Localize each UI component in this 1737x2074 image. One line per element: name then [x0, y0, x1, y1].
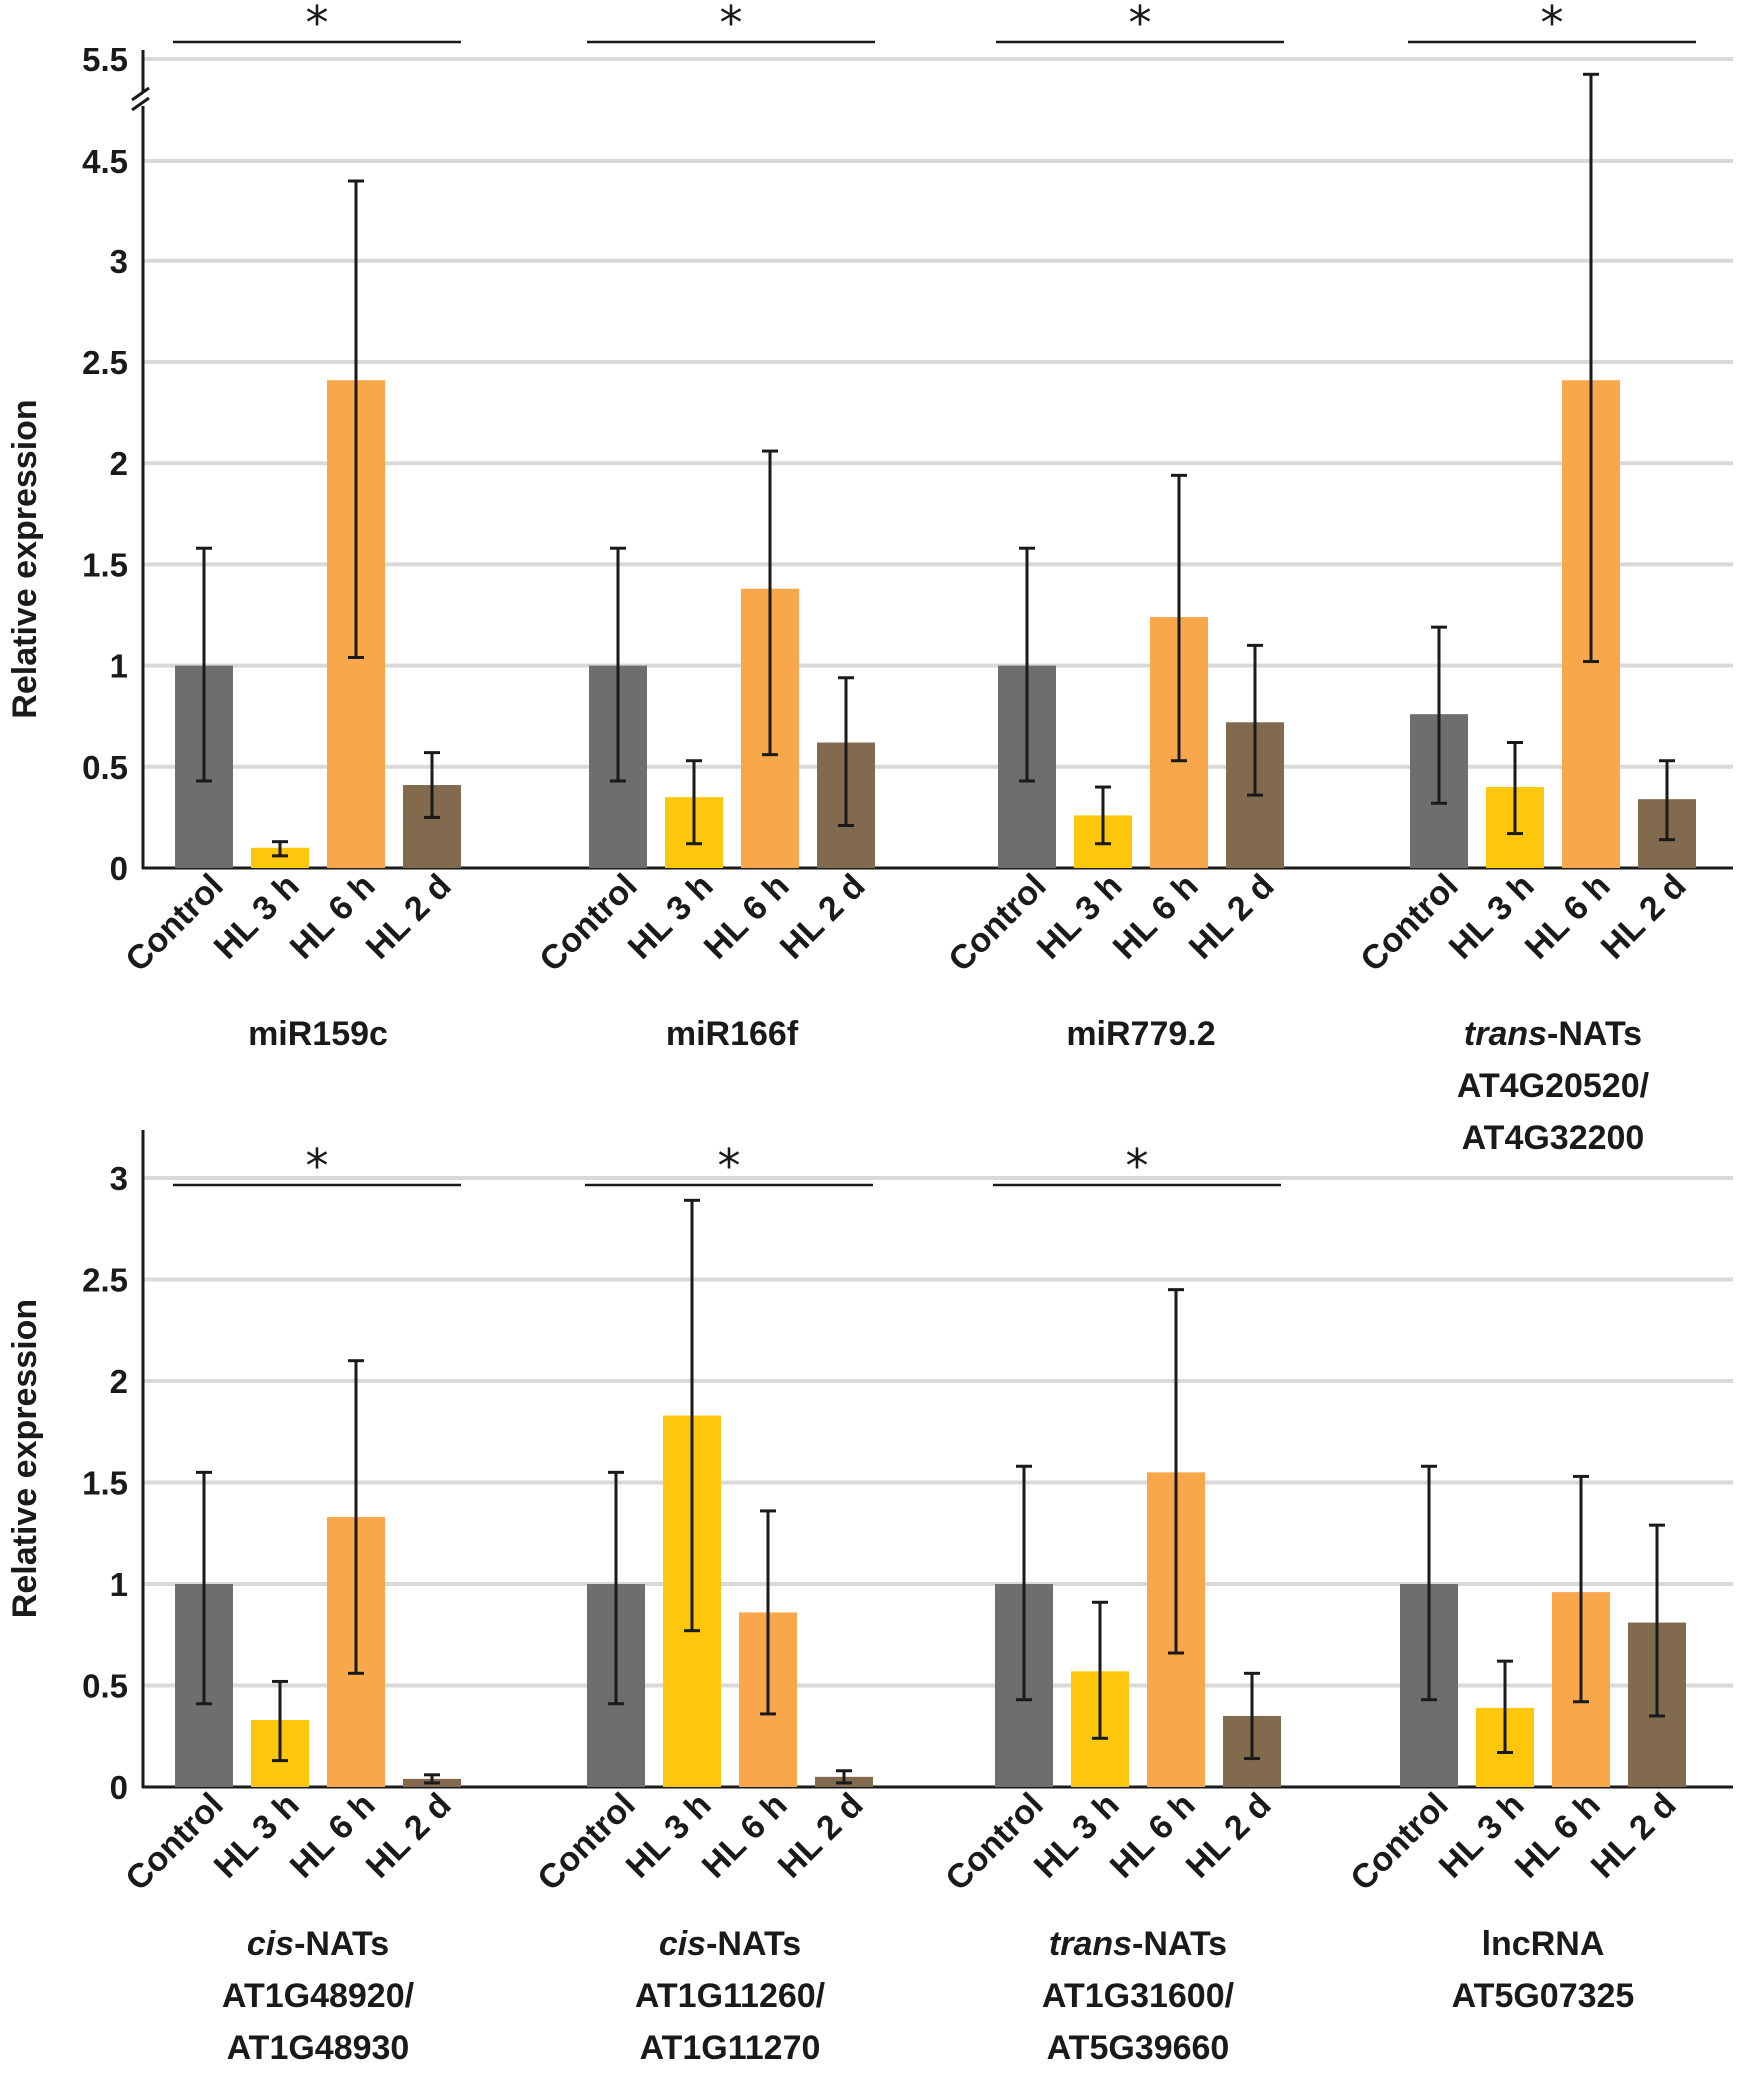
category-label: HL 6 h: [697, 867, 797, 967]
category-label: HL 2 d: [359, 1786, 459, 1886]
group-label: cis-NATs: [659, 1925, 801, 1963]
y-tick-label: 3: [110, 243, 128, 280]
group-label: AT5G07325: [1452, 1977, 1635, 2015]
group-label: trans-NATs: [1464, 1015, 1642, 1053]
group-label-prefix: cis: [659, 1925, 706, 1963]
bar: [251, 847, 309, 868]
panel-top: 0 0.5 1 1.5 2 2.5 3 4.5 5.5 Relative expression Co…: [6, 0, 1733, 1157]
axis-break-mark: [131, 96, 150, 112]
category-label: HL 2 d: [771, 1786, 871, 1886]
y-tick-label: 0.5: [82, 1668, 128, 1705]
group-label: AT1G31600/: [1042, 1977, 1235, 2015]
category-label: HL 3 h: [621, 867, 721, 967]
category-label: HL 3 h: [1030, 867, 1130, 967]
category-label: Control: [1353, 867, 1465, 979]
y-tick-label: 1: [110, 1566, 128, 1603]
category-label: Control: [938, 1786, 1050, 1898]
y-tick-label: 0.5: [82, 749, 128, 786]
group-label: AT1G11270: [640, 2029, 821, 2067]
y-tick-label: 0: [110, 850, 128, 887]
category-label: Control: [1343, 1786, 1455, 1898]
y-tick-label: 0: [110, 1769, 128, 1806]
group-label: miR166f: [666, 1015, 799, 1053]
category-label: Control: [118, 867, 230, 979]
category-label: HL 3 h: [207, 1786, 307, 1886]
category-label: Control: [530, 1786, 642, 1898]
y-tick-label: 2.5: [82, 344, 128, 381]
y-tick-label: 5.5: [82, 41, 128, 78]
category-label: HL 6 h: [1508, 1786, 1608, 1886]
category-label: Control: [941, 867, 1053, 979]
category-label: HL 3 h: [619, 1786, 719, 1886]
y-tick-label: 2.5: [82, 1262, 128, 1299]
significance-star: *: [1129, 0, 1152, 50]
category-label: HL 3 h: [207, 867, 307, 967]
significance-star: *: [720, 0, 743, 50]
category-label: HL 2 d: [1594, 867, 1694, 967]
group-label: cis-NATs: [247, 1925, 389, 1963]
category-label: HL 6 h: [1106, 867, 1206, 967]
significance-star: *: [718, 1139, 741, 1193]
category-label: HL 6 h: [283, 867, 383, 967]
category-label: HL 6 h: [1518, 867, 1618, 967]
group-label: miR159c: [248, 1015, 388, 1053]
y-tick-label: 1.5: [82, 546, 128, 583]
significance-star: *: [1541, 0, 1564, 50]
group-label: AT1G11260/: [635, 1977, 826, 2015]
category-label: Control: [532, 867, 644, 979]
group-label: miR779.2: [1066, 1015, 1215, 1053]
category-label: HL 2 d: [1179, 1786, 1279, 1886]
y-axis-title: Relative expression: [6, 399, 44, 718]
y-tick-label: 1: [110, 648, 128, 685]
y-tick-label: 4.5: [82, 143, 128, 180]
significance-star: *: [306, 1139, 329, 1193]
group-label: AT4G20520/: [1457, 1067, 1650, 1105]
category-label: HL 3 h: [1027, 1786, 1127, 1886]
category-label: HL 2 d: [773, 867, 873, 967]
group-label: lncRNA: [1482, 1925, 1605, 1963]
y-tick-label: 3: [110, 1160, 128, 1197]
group-label: trans-NATs: [1049, 1925, 1227, 1963]
category-label: HL 3 h: [1442, 867, 1542, 967]
group-label: AT1G48930: [227, 2029, 410, 2067]
group-label-text: -NATs: [1132, 1925, 1227, 1963]
group-label-prefix: cis: [247, 1925, 294, 1963]
category-label: HL 2 d: [1584, 1786, 1684, 1886]
category-label: HL 3 h: [1432, 1786, 1532, 1886]
y-axis-title: Relative expression: [6, 1299, 44, 1618]
y-tick-label: 2: [110, 445, 128, 482]
category-label: HL 2 d: [359, 867, 459, 967]
significance-star: *: [306, 0, 329, 50]
category-label: HL 6 h: [695, 1786, 795, 1886]
significance-star: *: [1126, 1139, 1149, 1193]
group-label: AT5G39660: [1047, 2029, 1230, 2067]
group-label-text: -NATs: [294, 1925, 389, 1963]
y-tick-label: 1.5: [82, 1465, 128, 1502]
group-label-text: -NATs: [706, 1925, 801, 1963]
category-label: HL 6 h: [1103, 1786, 1203, 1886]
axis-break-mark: [131, 86, 150, 102]
category-label: HL 2 d: [1182, 867, 1282, 967]
y-tick-label: 2: [110, 1363, 128, 1400]
group-label: AT1G48920/: [222, 1977, 415, 2015]
category-label: HL 6 h: [283, 1786, 383, 1886]
group-label-prefix: trans: [1049, 1925, 1132, 1963]
group-label-prefix: trans: [1464, 1015, 1547, 1053]
category-label: Control: [118, 1786, 230, 1898]
group-label-text: -NATs: [1547, 1015, 1642, 1053]
group-label: AT4G32200: [1462, 1119, 1645, 1157]
